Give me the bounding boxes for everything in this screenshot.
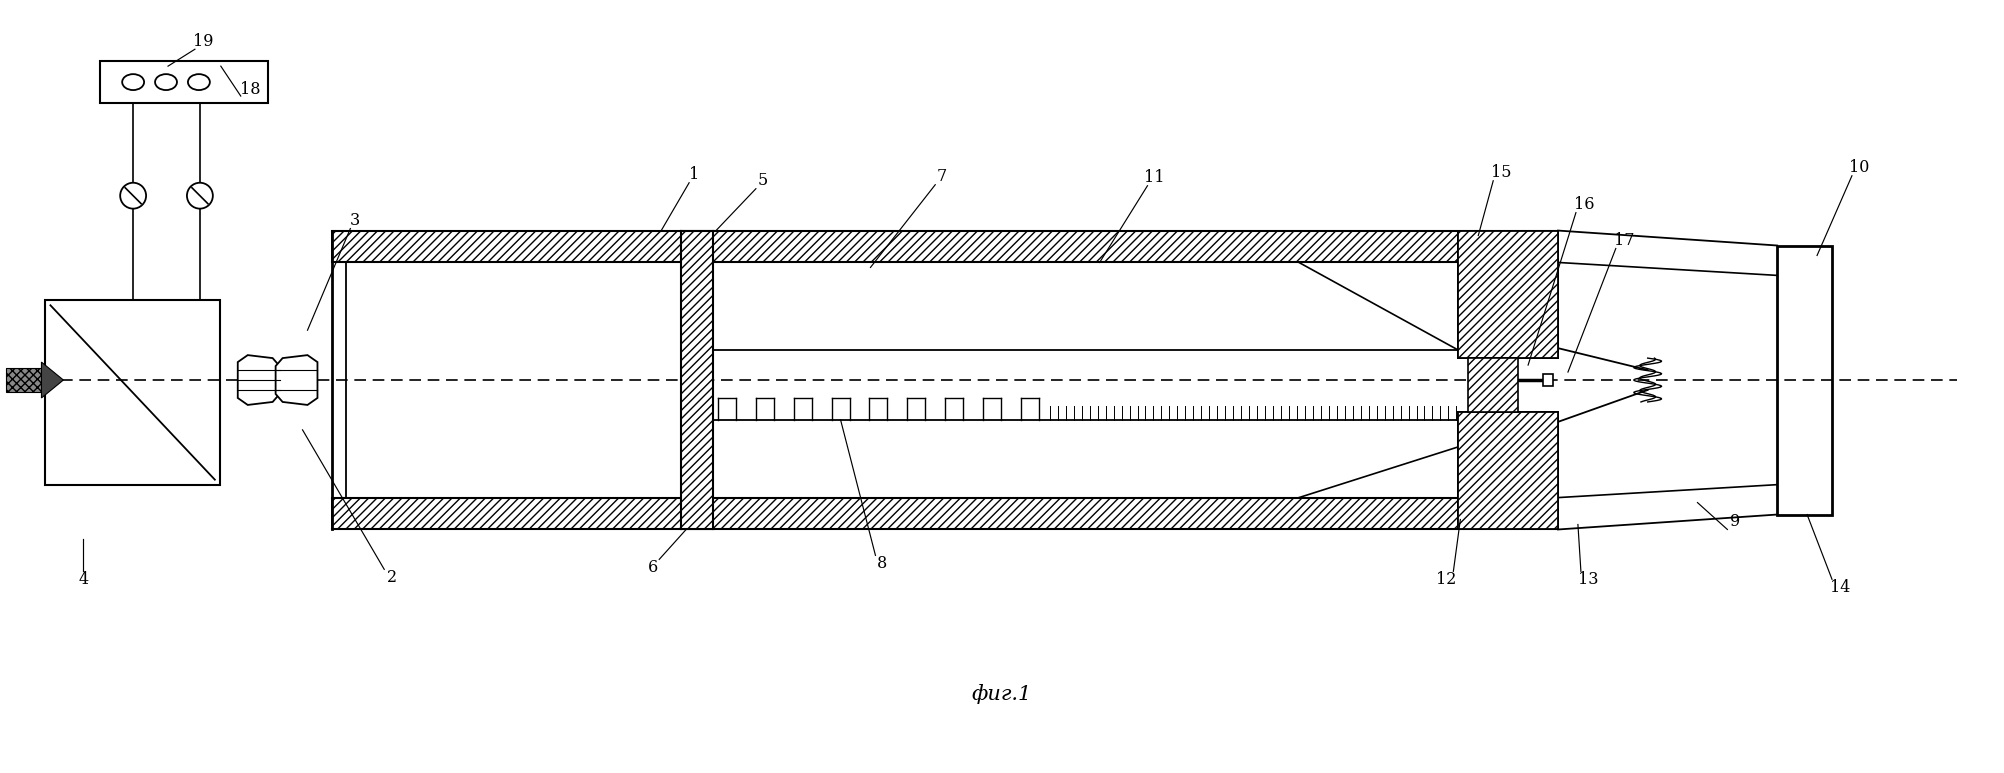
- Text: 18: 18: [240, 80, 261, 97]
- Polygon shape: [42, 362, 64, 398]
- Bar: [1778, 246, 1832, 515]
- Bar: [333, 230, 1557, 263]
- Text: 12: 12: [1437, 570, 1457, 587]
- Bar: [1469, 358, 1519, 412]
- Bar: [1459, 412, 1557, 530]
- Text: 5: 5: [758, 172, 768, 189]
- Bar: [100, 61, 269, 103]
- Text: 13: 13: [1577, 570, 1597, 587]
- Bar: [1543, 374, 1553, 386]
- Circle shape: [120, 182, 146, 209]
- Text: 16: 16: [1573, 196, 1593, 213]
- Ellipse shape: [188, 74, 210, 90]
- Bar: [46, 301, 220, 485]
- Bar: [6, 368, 44, 392]
- Text: фиг.1: фиг.1: [972, 684, 1032, 704]
- Ellipse shape: [154, 74, 176, 90]
- Bar: [681, 230, 713, 530]
- Polygon shape: [238, 355, 281, 405]
- Text: 10: 10: [1850, 159, 1870, 176]
- Text: 9: 9: [1729, 513, 1741, 530]
- Text: 19: 19: [192, 32, 212, 49]
- Text: 3: 3: [351, 212, 361, 229]
- Ellipse shape: [122, 74, 144, 90]
- Text: 11: 11: [1144, 169, 1164, 186]
- Text: 17: 17: [1613, 232, 1633, 249]
- Bar: [1459, 230, 1557, 358]
- Text: 7: 7: [938, 169, 948, 186]
- Text: 2: 2: [387, 569, 397, 586]
- Circle shape: [186, 182, 212, 209]
- Text: 14: 14: [1830, 579, 1850, 596]
- Text: 6: 6: [647, 559, 659, 576]
- Polygon shape: [277, 355, 317, 405]
- Bar: [333, 498, 1557, 530]
- Text: 15: 15: [1491, 165, 1511, 182]
- Text: 1: 1: [689, 166, 699, 183]
- Text: 4: 4: [78, 570, 88, 587]
- Text: 8: 8: [878, 555, 888, 572]
